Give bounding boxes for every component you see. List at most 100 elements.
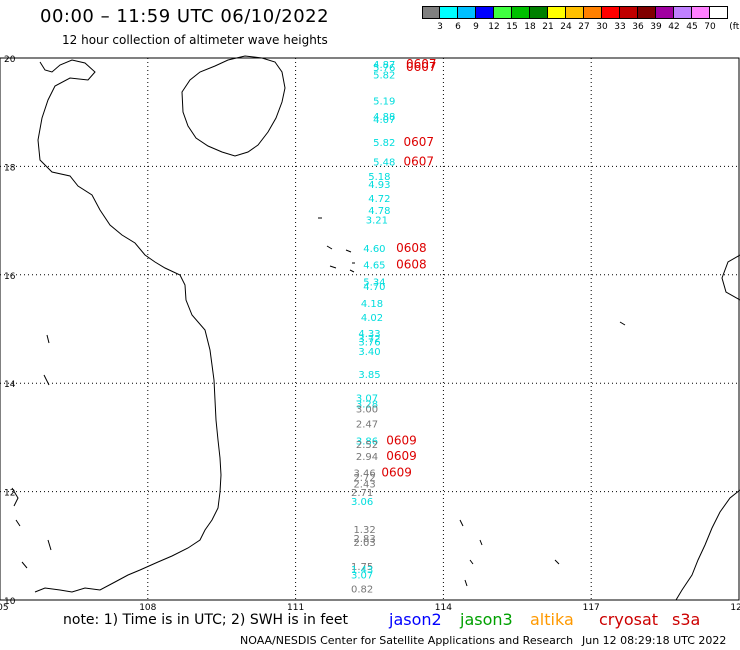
legend-tick-label: 12 xyxy=(488,22,500,32)
legend-tick-label: 33 xyxy=(614,22,626,32)
wave-height-value: 2.94 xyxy=(356,452,378,463)
wave-height-value: 5.82 xyxy=(373,138,395,149)
wave-height-value: 4.02 xyxy=(361,313,383,324)
wave-height-value: 3.28 xyxy=(356,400,378,411)
wave-height-value: 2.43 xyxy=(353,479,375,490)
wave-height-value: 3.00 xyxy=(356,404,378,415)
wave-height-value: 5.19 xyxy=(373,97,395,108)
wave-height-value: 4.18 xyxy=(361,299,383,310)
legend-tick-label: 36 xyxy=(632,22,644,32)
wave-height-value: 4.87 xyxy=(373,60,395,71)
hainan-island xyxy=(181,55,286,157)
pass-time-label: 0609 xyxy=(386,449,417,463)
wave-height-value: 1.75 xyxy=(351,562,373,573)
wave-height-value: 5.18 xyxy=(368,172,390,183)
legend-unit: (ft) xyxy=(729,22,740,32)
wave-height-value: 3.72 xyxy=(358,334,380,345)
map-frame xyxy=(0,57,740,601)
wave-height-value: 1.43 xyxy=(351,565,373,576)
pass-time-label: 0607 xyxy=(403,135,434,149)
latitude-tick-label: 16 xyxy=(4,272,16,282)
wave-height-values: 4.875.765.825.194.884.075.825.485.184.93… xyxy=(351,60,395,596)
paracel-islands xyxy=(318,217,355,273)
wave-height-value: 2.71 xyxy=(351,488,373,499)
wave-height-value: 5.34 xyxy=(363,278,385,289)
satellite-cryosat-label: cryosat xyxy=(599,610,659,629)
wave-height-value: 4.70 xyxy=(363,282,385,293)
wave-height-value: 4.78 xyxy=(368,206,390,217)
wave-height-value: 3.46 xyxy=(353,468,375,479)
wave-height-value: 4.07 xyxy=(373,115,395,126)
latitude-labels: 20 18 16 14 12 10 xyxy=(4,55,16,607)
wave-height-value: 4.72 xyxy=(368,194,390,205)
longitude-tick-label: 114 xyxy=(435,603,452,613)
credit-line: NOAA/NESDIS Center for Satellite Applica… xyxy=(240,634,574,647)
wave-height-value: 5.82 xyxy=(373,71,395,82)
latitude-tick-label: 12 xyxy=(4,489,15,499)
coastline xyxy=(11,55,740,601)
wave-height-value: 3.07 xyxy=(356,394,378,405)
latitude-tick-label: 10 xyxy=(4,597,16,607)
legend-tick-label: 42 xyxy=(668,22,680,32)
wave-height-value: 4.33 xyxy=(358,329,380,340)
longitude-tick-label: 120 xyxy=(730,603,740,613)
longitude-tick-label: 105 xyxy=(0,603,9,613)
map-title: 00:00 – 11:59 UTC 06/10/2022 xyxy=(40,6,330,27)
vietnam-coastline xyxy=(34,59,222,593)
wave-height-value: 0.82 xyxy=(351,584,373,595)
pass-time-label: 0607 xyxy=(406,57,437,71)
latitude-tick-label: 20 xyxy=(4,55,16,65)
satellite-altika-label: altika xyxy=(530,610,574,629)
longitude-tick-label: 108 xyxy=(139,603,156,613)
wave-height-value: 3.76 xyxy=(358,337,380,348)
legend-tick-label: 9 xyxy=(473,22,479,32)
wave-height-value: 2.52 xyxy=(356,440,378,451)
wave-height-value: 2.72 xyxy=(353,473,375,484)
wave-height-value: 3.86 xyxy=(356,436,378,447)
wave-height-value: 2.83 xyxy=(353,534,375,545)
legend-tick-label: 39 xyxy=(650,22,662,32)
wave-height-value: 5.48 xyxy=(373,157,395,168)
wave-height-value: 3.40 xyxy=(358,347,380,358)
philippines-coastline xyxy=(675,254,740,601)
legend-tick-label: 24 xyxy=(560,22,572,32)
legend-tick-label: 30 xyxy=(596,22,608,32)
wave-height-value: 3.06 xyxy=(351,497,373,508)
legend-tick-label: 21 xyxy=(542,22,554,32)
satellite-jason3-label: jason3 xyxy=(460,610,513,629)
latitude-tick-label: 14 xyxy=(4,380,16,390)
reef-marks xyxy=(459,321,626,587)
legend-tick-label: 3 xyxy=(437,22,443,32)
wave-height-value: 3.85 xyxy=(358,370,380,381)
pass-time-label: 0609 xyxy=(386,433,417,447)
wave-height-value: 2.47 xyxy=(356,420,378,431)
legend-tick-label: 27 xyxy=(578,22,590,32)
longitude-tick-label: 117 xyxy=(583,603,600,613)
wave-height-value: 4.65 xyxy=(363,260,385,271)
latitude-tick-label: 18 xyxy=(4,163,16,173)
pass-time-label: 0608 xyxy=(396,257,427,271)
generated-timestamp: Jun 12 08:29:18 UTC 2022 xyxy=(582,634,727,647)
legend-tick-label: 6 xyxy=(455,22,461,32)
legend-tick-label: 70 xyxy=(704,22,716,32)
legend-tick-label: 45 xyxy=(686,22,698,32)
pass-time-label: 0608 xyxy=(396,241,427,255)
legend-tick-label: 15 xyxy=(506,22,518,32)
pass-time-label: 0607 xyxy=(403,154,434,168)
footer-note: note: 1) Time is in UTC; 2) SWH is in fe… xyxy=(63,612,349,628)
pass-time-label: 0609 xyxy=(381,465,412,479)
coastal-islets xyxy=(11,334,52,569)
longitude-tick-label: 111 xyxy=(287,603,304,613)
wave-height-value: 4.93 xyxy=(368,180,390,191)
wave-height-value: 4.88 xyxy=(373,112,395,123)
longitude-labels: 105 108 111 114 117 120 xyxy=(0,603,740,613)
wave-height-value: 3.21 xyxy=(366,215,388,226)
pass-time-label: 0607 xyxy=(406,60,437,74)
satellite-jason2-label: jason2 xyxy=(389,610,442,629)
wave-height-value: 2.03 xyxy=(353,538,375,549)
wave-height-value: 4.60 xyxy=(363,244,385,255)
map-subtitle: 12 hour collection of altimeter wave hei… xyxy=(62,33,328,47)
wave-height-value: 1.32 xyxy=(353,525,375,536)
